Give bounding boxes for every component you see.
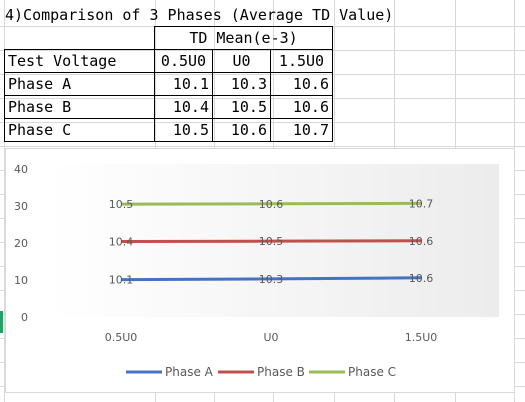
- row-selection-marker: [0, 311, 3, 333]
- value-cell[interactable]: 10.6: [270, 95, 333, 119]
- value-cell[interactable]: 10.4: [154, 95, 213, 119]
- row-label-cell[interactable]: Phase C: [4, 118, 155, 142]
- legend-label: Phase B: [257, 365, 305, 379]
- sheet-title-cell[interactable]: 4)Comparison of 3 Phases (Average TD Val…: [5, 6, 394, 24]
- series-line: [120, 239, 422, 244]
- table-row: Phase C 10.5 10.6 10.7: [4, 118, 333, 142]
- row-header-cell[interactable]: Test Voltage: [4, 49, 155, 73]
- series-line: [120, 276, 422, 282]
- y-tick-label: 30: [14, 200, 28, 213]
- value-cell[interactable]: 10.5: [154, 118, 213, 142]
- row-label-cell[interactable]: Phase A: [4, 72, 155, 96]
- data-label: 10.1: [109, 274, 134, 287]
- column-header-cell[interactable]: 1.5U0: [270, 49, 333, 73]
- legend-label: Phase A: [165, 365, 214, 379]
- column-header-cell[interactable]: 0.5U0: [154, 49, 213, 73]
- chart-legend: Phase A Phase B Phase C: [126, 365, 396, 379]
- x-tick-label: 0.5U0: [105, 331, 138, 344]
- value-cell[interactable]: 10.1: [154, 72, 213, 96]
- y-tick-label: 10: [14, 274, 28, 287]
- value-cell[interactable]: 10.7: [270, 118, 333, 142]
- row-label-cell[interactable]: Phase B: [4, 95, 155, 119]
- data-label: 10.3: [259, 273, 284, 286]
- value-cell[interactable]: 10.3: [212, 72, 271, 96]
- legend-label: Phase C: [348, 365, 396, 379]
- data-label: 10.5: [259, 235, 284, 248]
- value-cell[interactable]: 10.5: [212, 95, 271, 119]
- data-labels: 10.1 10.3 10.6 10.4 10.5 10.6 10.5 10.6 10.7: [109, 197, 434, 286]
- table-header-row: Test Voltage 0.5U0 U0 1.5U0: [4, 49, 333, 73]
- x-tick-label: U0: [263, 331, 278, 344]
- table-row: Phase B 10.4 10.5 10.6: [4, 95, 333, 119]
- value-cell[interactable]: 10.6: [270, 72, 333, 96]
- series-lines: [120, 201, 422, 282]
- data-label: 10.6: [409, 272, 434, 285]
- header-group-cell[interactable]: TD Mean(e-3): [154, 26, 333, 50]
- empty-cell[interactable]: [5, 27, 155, 50]
- y-axis: 0 10 20 30 40: [14, 163, 28, 324]
- data-label: 10.5: [109, 198, 134, 211]
- line-chart[interactable]: 0 10 20 30 40 0.5U0 U0 1.5U0 10.1 10.3 10.6 10.4 1…: [5, 148, 515, 393]
- data-label: 10.7: [409, 197, 434, 210]
- column-header-cell[interactable]: U0: [212, 49, 271, 73]
- data-table: TD Mean(e-3) Test Voltage 0.5U0 U0 1.5U0…: [4, 26, 333, 142]
- x-axis: 0.5U0 U0 1.5U0: [105, 331, 438, 344]
- data-label: 10.4: [109, 236, 134, 249]
- x-tick-label: 1.5U0: [405, 331, 438, 344]
- series-line: [120, 201, 422, 206]
- y-tick-label: 0: [21, 311, 28, 324]
- y-tick-label: 20: [14, 237, 28, 250]
- y-tick-label: 40: [14, 163, 28, 176]
- table-header-row-group: TD Mean(e-3): [5, 26, 333, 50]
- value-cell[interactable]: 10.6: [212, 118, 271, 142]
- data-label: 10.6: [409, 235, 434, 248]
- data-label: 10.6: [259, 198, 284, 211]
- table-row: Phase A 10.1 10.3 10.6: [4, 72, 333, 96]
